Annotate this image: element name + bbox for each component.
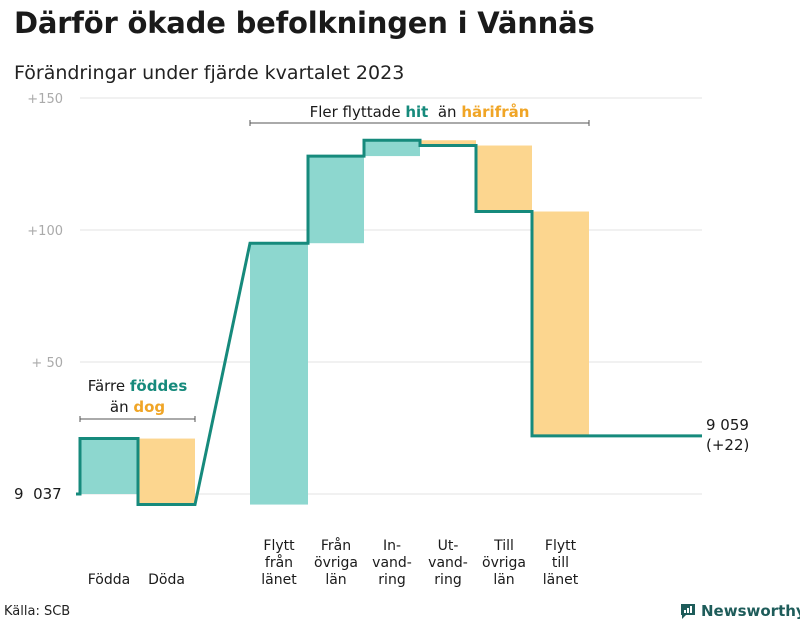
category-label-7: län <box>493 572 514 588</box>
end-value-label: 9 059 <box>706 416 749 434</box>
category-label-1: Födda <box>88 572 130 588</box>
y-tick-label: + 50 <box>31 356 63 371</box>
bar-1 <box>80 438 138 494</box>
category-label-8: till <box>552 555 569 571</box>
newsworthy-logo-icon <box>681 604 695 619</box>
category-label-7: övriga <box>482 555 526 571</box>
annotation-migration-line-1: Fler flyttade hit än härifrån <box>310 103 530 121</box>
category-label-2: Döda <box>148 572 185 588</box>
category-label-6: vand- <box>428 555 468 571</box>
category-label-3: Flytt <box>263 538 295 554</box>
bar-5 <box>364 140 420 157</box>
bar-2 <box>138 438 195 505</box>
category-label-6: Ut- <box>438 538 459 554</box>
category-label-4: län <box>325 572 346 588</box>
category-label-5: In- <box>383 538 401 554</box>
annotation-text-harifran: härifrån <box>461 103 529 121</box>
annotation-text-hit: föddes <box>130 377 187 395</box>
annotation-text-hit: hit <box>405 103 428 121</box>
end-change-label: (+22) <box>706 436 749 454</box>
bar-8 <box>532 211 589 436</box>
y-tick-label: +150 <box>27 92 63 107</box>
category-label-3: länet <box>261 572 297 588</box>
annotation-births-line-2: än dog <box>110 398 165 416</box>
category-label-8: Flytt <box>545 538 577 554</box>
category-label-5: vand- <box>372 555 412 571</box>
annotation-text-plain: Fler flyttade <box>310 103 406 121</box>
bar-6 <box>420 140 476 146</box>
category-label-7: Till <box>493 538 514 554</box>
start-value-label: 9 037 <box>14 485 62 503</box>
brand-logo[interactable]: Newsworthy <box>679 602 800 620</box>
source-note: Källa: SCB <box>4 604 71 619</box>
bar-7 <box>476 145 532 212</box>
annotation-text-plain: Färre <box>88 377 130 395</box>
category-label-4: Från <box>321 537 351 554</box>
y-tick-label: +100 <box>27 224 63 239</box>
annotation-text-harifran: dog <box>133 398 165 416</box>
annotation-text-plain: än <box>428 103 461 121</box>
annotation-births-line-1: Färre föddes <box>88 377 188 395</box>
brand-name: Newsworthy <box>701 602 800 620</box>
category-label-8: länet <box>543 572 579 588</box>
category-label-6: ring <box>434 572 461 588</box>
category-label-4: övriga <box>314 555 358 571</box>
category-label-3: från <box>265 554 293 571</box>
annotation-text-plain: än <box>110 398 133 416</box>
category-label-5: ring <box>378 572 405 588</box>
chart-title: Därför ökade befolkningen i Vännäs <box>14 6 595 40</box>
cumulative-step-line <box>76 138 702 507</box>
chart-subtitle: Förändringar under fjärde kvartalet 2023 <box>14 62 405 84</box>
bar-4 <box>308 156 364 244</box>
bar-3 <box>250 243 308 505</box>
